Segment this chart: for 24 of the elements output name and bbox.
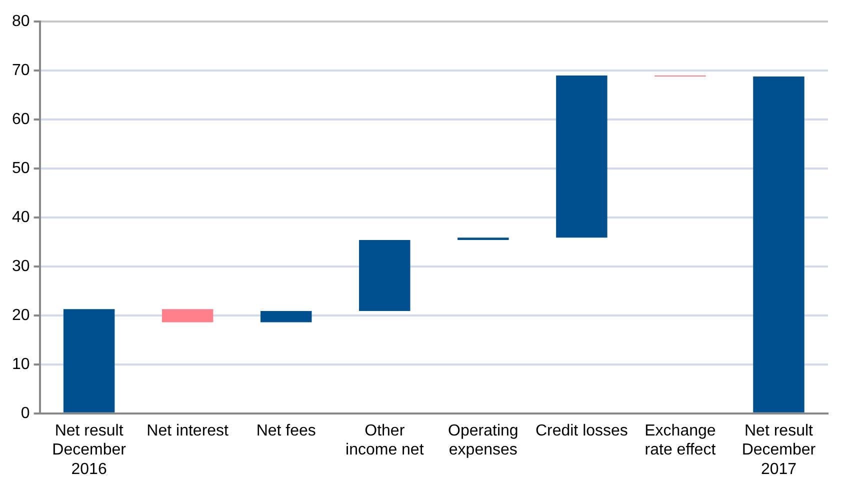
x-tick-label: Net result December 2016 <box>52 422 127 478</box>
y-tick-label: 40 <box>12 208 30 226</box>
y-tick-label: 70 <box>12 62 30 79</box>
bar <box>162 309 214 322</box>
x-tick-label: Exchange rate effect <box>644 422 716 459</box>
bar <box>63 309 115 412</box>
y-tick-label: 80 <box>12 13 30 30</box>
x-tick-label: Net result December 2017 <box>742 422 816 478</box>
y-tick-label: 20 <box>12 306 30 324</box>
y-tick-label: 30 <box>12 258 30 275</box>
x-tick-label: Credit losses <box>535 422 628 440</box>
y-tick-label: 60 <box>12 110 30 128</box>
bar <box>260 311 312 322</box>
x-tick-label: Net fees <box>256 422 316 440</box>
bar <box>753 76 804 412</box>
y-tick-label: 10 <box>12 356 30 373</box>
bar <box>359 240 410 312</box>
y-tick-label: 0 <box>20 404 30 422</box>
x-tick-label: Operating expenses <box>448 422 518 459</box>
bar <box>458 238 509 240</box>
bar <box>556 75 608 238</box>
x-tick-label: Other income net <box>346 422 424 459</box>
y-tick-label: 50 <box>12 160 30 177</box>
x-tick-label: Net interest <box>146 422 230 440</box>
